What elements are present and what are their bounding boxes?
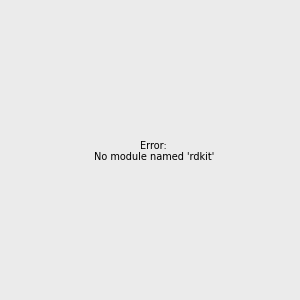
Text: Error:
No module named 'rdkit': Error: No module named 'rdkit' bbox=[94, 141, 214, 162]
